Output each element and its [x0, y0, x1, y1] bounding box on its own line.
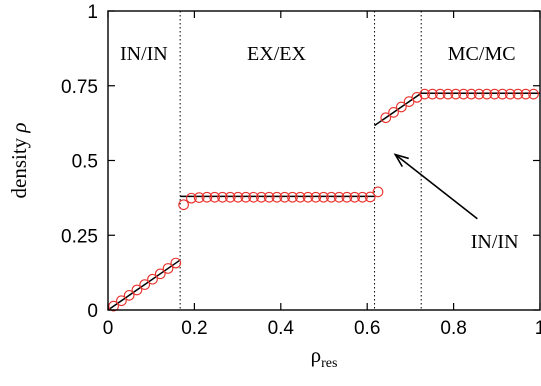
data-point: [481, 88, 493, 100]
data-point: [504, 88, 516, 100]
data-point: [380, 112, 392, 124]
data-point: [341, 191, 353, 203]
data-point: [465, 88, 477, 100]
region-label: EX/EX: [247, 43, 306, 65]
x-tick-label: 0.4: [268, 318, 295, 339]
data-point: [248, 191, 259, 203]
y-axis-label-text: density: [7, 133, 31, 199]
y-tick-label: 0.25: [61, 226, 98, 247]
data-point: [357, 191, 368, 203]
y-tick-label: 0.5: [72, 152, 98, 173]
data-point: [473, 88, 485, 100]
data-point: [528, 88, 539, 100]
data-point: [388, 107, 399, 118]
region-label: IN/IN: [471, 231, 519, 253]
data-marker-layer: [108, 88, 539, 312]
region-label-layer: IN/IN EX/EX MC/MC IN/IN: [120, 43, 519, 253]
data-point: [318, 191, 329, 203]
data-point: [325, 191, 337, 203]
data-point: [395, 101, 407, 113]
x-axis-label: ρres: [311, 343, 338, 371]
data-point: [186, 192, 197, 204]
data-point: [302, 191, 314, 203]
data-point: [232, 191, 244, 203]
data-point: [116, 295, 127, 307]
x-tick-label: 0.8: [440, 318, 466, 339]
data-point: [333, 191, 345, 203]
data-point: [263, 191, 275, 203]
data-point: [147, 273, 158, 285]
data-point: [209, 191, 221, 203]
data-point: [512, 88, 524, 100]
data-point: [224, 191, 236, 203]
data-point: [271, 191, 283, 203]
tick-layer: 0 0.2 0.4 0.6 0.8 1 0 0.25 0.5 0.75 1: [61, 2, 541, 339]
region-label: IN/IN: [120, 43, 168, 65]
data-point: [520, 88, 532, 100]
data-point: [279, 191, 291, 203]
data-point: [434, 88, 446, 100]
data-point: [287, 191, 298, 203]
x-tick-label: 0.6: [354, 318, 380, 339]
arrow-shaft: [394, 153, 478, 220]
data-point: [364, 191, 376, 203]
data-point: [419, 88, 431, 100]
data-point: [178, 199, 189, 211]
y-tick-label: 0: [87, 301, 98, 322]
data-point: [131, 284, 143, 296]
x-axis-label-subscript: res: [321, 356, 337, 371]
data-point: [170, 257, 182, 269]
x-tick-label: 0: [103, 318, 114, 339]
data-point: [489, 88, 500, 100]
data-point: [108, 300, 119, 312]
y-tick-label: 1: [87, 2, 98, 23]
x-axis-label-main: ρ: [311, 343, 321, 367]
data-point: [193, 192, 205, 203]
data-point: [256, 191, 267, 203]
y-axis-label: density ρ: [7, 122, 31, 198]
data-point: [139, 279, 151, 290]
data-point: [372, 186, 384, 198]
data-point: [497, 88, 508, 100]
data-point: [123, 289, 135, 301]
y-axis-label-symbol: ρ: [7, 122, 31, 133]
x-tick-label: 1: [535, 318, 541, 339]
data-point: [442, 88, 454, 100]
data-point: [310, 191, 322, 203]
data-point: [217, 191, 228, 203]
data-point: [427, 88, 438, 100]
data-point: [154, 268, 166, 280]
region-label: MC/MC: [448, 43, 516, 65]
data-point: [201, 191, 213, 203]
arrow-layer: [393, 153, 478, 220]
arrow-head: [393, 153, 409, 168]
data-point: [450, 88, 462, 100]
data-point: [349, 191, 361, 203]
theory-segment-0: [107, 259, 181, 311]
data-point: [294, 191, 306, 203]
data-point: [240, 191, 252, 203]
data-point: [162, 263, 174, 274]
data-point: [458, 88, 469, 100]
x-tick-label: 0.2: [181, 318, 207, 339]
y-tick-label: 0.75: [61, 77, 98, 98]
